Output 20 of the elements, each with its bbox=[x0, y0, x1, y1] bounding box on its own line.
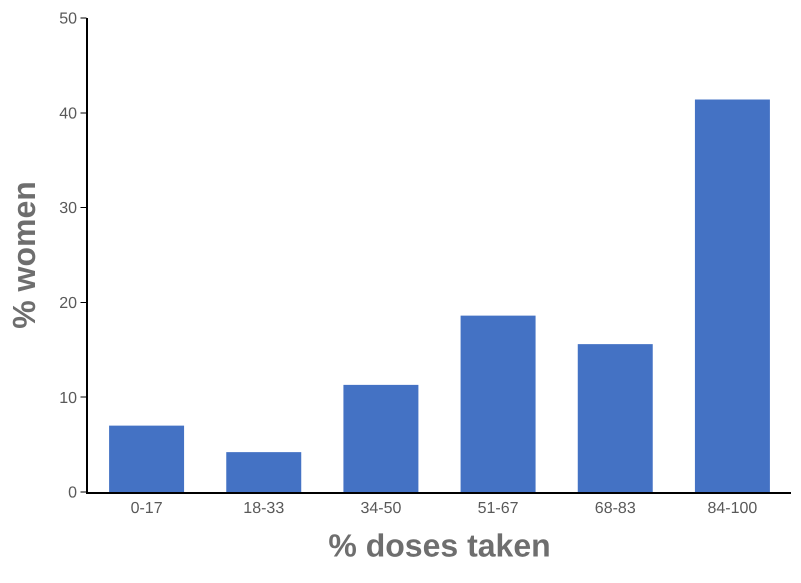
x-tick-label: 68-83 bbox=[594, 500, 636, 517]
bar bbox=[460, 316, 536, 492]
y-tick-label: 0 bbox=[68, 484, 78, 502]
y-axis-title: % women bbox=[6, 181, 42, 329]
bar bbox=[109, 426, 184, 492]
bar bbox=[343, 384, 418, 492]
y-tick-label: 50 bbox=[59, 10, 78, 28]
x-tick-label: 34-50 bbox=[360, 500, 402, 517]
bar bbox=[226, 452, 302, 492]
y-tick-label: 10 bbox=[59, 390, 78, 407]
bar bbox=[578, 344, 653, 492]
y-tick-label: 20 bbox=[59, 295, 78, 312]
y-tick-label: 30 bbox=[59, 200, 78, 218]
y-tick-label: 40 bbox=[59, 105, 78, 122]
bar bbox=[694, 100, 770, 492]
x-tick-label: 84-100 bbox=[708, 500, 758, 517]
x-axis-title: % doses taken bbox=[328, 527, 551, 564]
x-tick-label: 51-67 bbox=[478, 500, 519, 517]
x-tick-label: 18-33 bbox=[243, 500, 284, 517]
x-tick-label: 0-17 bbox=[130, 500, 163, 517]
